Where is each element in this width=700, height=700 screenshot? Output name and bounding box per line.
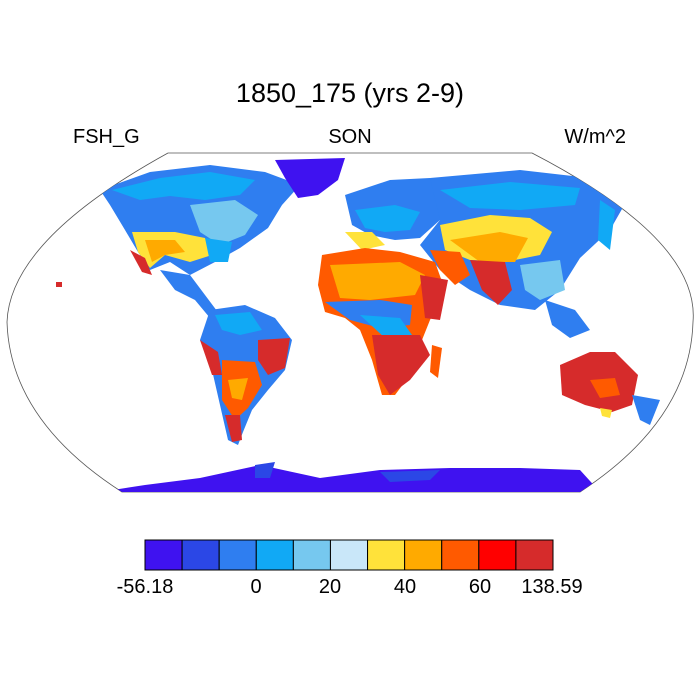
colorbar-tick-40: 40 [393, 576, 417, 598]
colorbar-swatch [478, 539, 517, 571]
plot-title: 1850_175 (yrs 2-9) [235, 78, 465, 108]
colorbar-swatch [218, 539, 257, 571]
antarctica [100, 465, 600, 492]
colorbar-tick-20: 20 [318, 576, 342, 598]
greenland [275, 158, 345, 198]
colorbar-swatch [404, 539, 443, 571]
colorbar-swatch [441, 539, 480, 571]
colorbar-tick-0: 0 [250, 576, 262, 598]
north-america [100, 165, 300, 318]
colorbar-swatch [255, 539, 294, 571]
variable-label: FSH_G [73, 126, 140, 148]
units-label: W/m^2 [564, 126, 626, 148]
europe [345, 178, 450, 250]
colorbar-swatch [367, 539, 406, 571]
colorbar-tick-min: -56.18 [116, 576, 174, 598]
colorbar-tick-60: 60 [468, 576, 492, 598]
hawaii-island [56, 282, 62, 287]
south-america [200, 305, 292, 445]
colorbar-swatch [515, 539, 554, 571]
colorbar-swatch [329, 539, 369, 571]
colorbar-tick-max: 138.59 [521, 576, 583, 598]
colorbar-swatch [181, 539, 220, 571]
australia [560, 352, 660, 425]
africa [318, 248, 448, 395]
asia [420, 170, 630, 338]
colorbar-swatch [292, 539, 331, 571]
colorbar-swatch [144, 539, 183, 571]
season-label: SON [328, 126, 372, 148]
